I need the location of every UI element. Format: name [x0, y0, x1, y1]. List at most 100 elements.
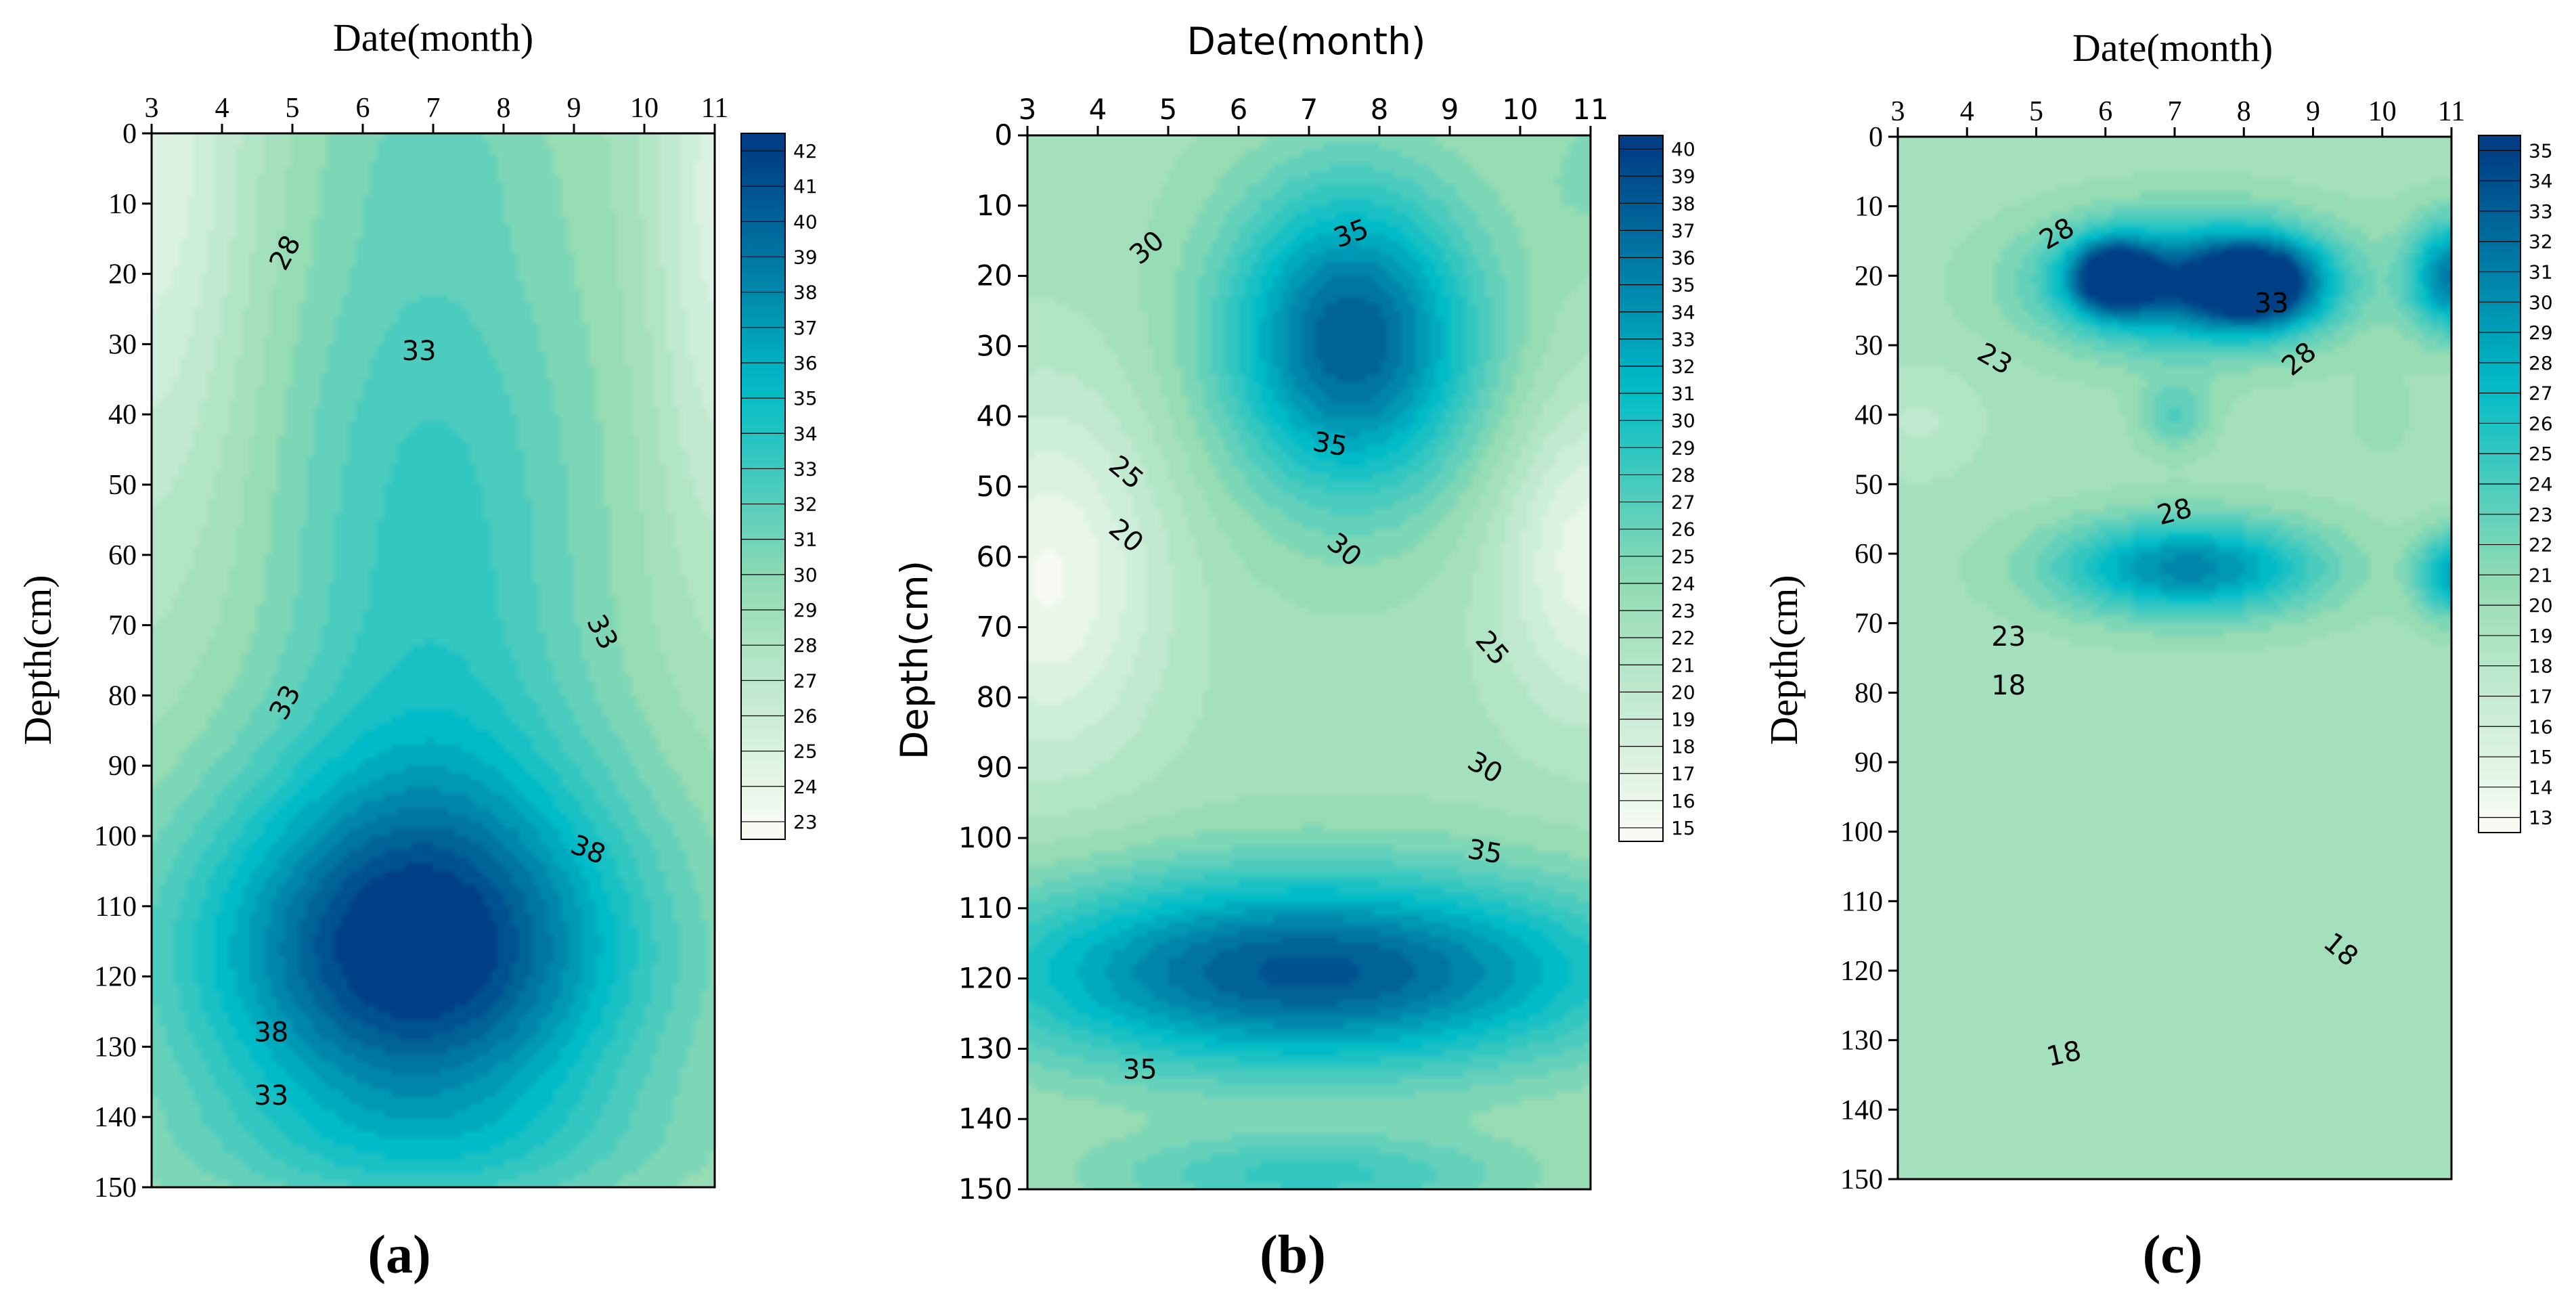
- y-tick-label: 70: [1855, 609, 1883, 640]
- contour-label: 33: [402, 336, 437, 367]
- x-tick-label: 11: [701, 93, 728, 124]
- colorbar-ticks: 42 41 40 39 38 37 36 35 34 33 32 31 30 29 28 27 26 25 24 23: [741, 140, 818, 833]
- y-tick-label: 30: [977, 329, 1013, 362]
- colorbar-tick-label: 16: [1671, 790, 1695, 812]
- panel-c: Date(month) 3 4 5 6 7 8 9 10 11 0102030405060708…: [1762, 26, 2553, 1285]
- x-axis-ticks: 3 4 5 6 7 8 9 10 11: [1019, 93, 1609, 135]
- colorbar-tick-label: 25: [2529, 443, 2553, 465]
- colorbar-tick-label: 24: [1671, 573, 1695, 595]
- y-tick-label: 20: [108, 259, 137, 290]
- y-tick-label: 90: [1855, 747, 1883, 778]
- colorbar-tick-label: 28: [2529, 352, 2553, 374]
- contour-label: 33: [2255, 288, 2289, 319]
- x-axis-title: Date(month): [1187, 20, 1426, 63]
- y-tick-label: 10: [977, 189, 1013, 222]
- colorbar-tick-label: 30: [793, 564, 818, 586]
- colorbar-tick-label: 18: [1671, 736, 1695, 758]
- colorbar-tick-label: 22: [2529, 534, 2553, 556]
- colorbar-tick-label: 16: [2529, 715, 2553, 738]
- colorbar-tick-label: 32: [793, 493, 818, 516]
- y-tick-label: 90: [977, 751, 1013, 784]
- colorbar-tick-label: 35: [2529, 139, 2553, 162]
- x-axis-ticks: 3 4 5 6 7 8 9 10 11: [145, 93, 728, 133]
- contour-label: 18: [2044, 1035, 2084, 1073]
- colorbar: 35 34 33 32 31 30 29 28 27 26 25 24 23 22 21 20 19 18 17 16…: [2478, 135, 2553, 833]
- x-tick-label: 3: [1891, 96, 1905, 127]
- colorbar-tick-label: 31: [2529, 261, 2553, 284]
- y-tick-label: 140: [958, 1102, 1013, 1135]
- x-tick-label: 8: [497, 93, 511, 124]
- x-tick-label: 11: [2438, 96, 2465, 127]
- contour-label: 35: [1123, 1055, 1157, 1086]
- x-tick-label: 6: [1230, 93, 1248, 126]
- y-tick-label: 120: [94, 962, 137, 993]
- colorbar-tick-label: 32: [2529, 231, 2553, 253]
- colorbar-ticks: 35 34 33 32 31 30 29 28 27 26 25 24 23 22 21 20 19 18 17 16…: [2479, 139, 2553, 829]
- colorbar-tick-label: 27: [2529, 382, 2553, 405]
- colorbar-tick-label: 20: [2529, 594, 2553, 617]
- y-tick-label: 0: [123, 118, 137, 150]
- colorbar-tick-label: 34: [2529, 170, 2553, 192]
- y-tick-label: 0: [1869, 122, 1883, 153]
- x-tick-label: 3: [145, 93, 159, 124]
- y-tick-label: 60: [1855, 539, 1883, 570]
- colorbar-tick-label: 30: [1671, 410, 1695, 432]
- y-tick-label: 20: [1855, 261, 1883, 292]
- y-tick-label: 70: [108, 611, 137, 642]
- y-tick-label: 50: [1855, 469, 1883, 500]
- y-tick-label: 150: [958, 1172, 1013, 1206]
- contour-label: 35: [1465, 834, 1505, 870]
- y-tick-label: 40: [108, 399, 137, 430]
- colorbar-tick-label: 20: [1671, 681, 1695, 703]
- colorbar-tick-label: 19: [1671, 708, 1695, 730]
- contour-label: 35: [1310, 426, 1350, 463]
- panel-b: Date(month) 3 4 5 6 7 8 9 10 11 0102030405060708…: [893, 20, 1695, 1285]
- colorbar: 40 39 38 37 36 35 34 33 32 31 30 29 28 27 26 25 24 23 22 21…: [1618, 135, 1695, 842]
- y-tick-label: 50: [977, 470, 1013, 503]
- x-tick-label: 11: [1572, 93, 1608, 126]
- x-tick-label: 5: [1159, 93, 1178, 126]
- y-axis-ticks: 0 10 20 30 40 50 60 70 80 90 100 110 120 130 140 150: [94, 118, 152, 1203]
- colorbar-tick-label: 39: [1671, 165, 1695, 187]
- colorbar-gradient: [1619, 135, 1663, 841]
- colorbar-tick-label: 29: [2529, 322, 2553, 344]
- colorbar-tick-label: 29: [793, 599, 818, 621]
- colorbar-tick-label: 27: [1671, 491, 1695, 514]
- y-tick-label: 100: [958, 821, 1013, 854]
- y-tick-label: 70: [977, 611, 1013, 644]
- heatmap-image: [1898, 137, 2451, 1179]
- colorbar-tick-label: 33: [793, 458, 818, 480]
- x-tick-label: 4: [1960, 96, 1974, 127]
- y-tick-label: 130: [958, 1032, 1013, 1065]
- colorbar-tick-label: 36: [793, 352, 818, 374]
- colorbar-tick-label: 28: [793, 634, 818, 657]
- heatmap-area: [1026, 134, 1592, 1191]
- colorbar-tick-label: 41: [793, 175, 818, 198]
- colorbar-tick-label: 15: [2529, 746, 2553, 768]
- colorbar-tick-label: 35: [1671, 274, 1695, 296]
- colorbar-tick-label: 18: [2529, 655, 2553, 678]
- colorbar-tick-label: 39: [793, 246, 818, 269]
- colorbar-tick-label: 42: [793, 140, 818, 162]
- y-axis-ticks: 0 10 20 30 40 50 60 70 80 90 100 110 120 130 140 150: [1840, 122, 1898, 1195]
- x-tick-label: 6: [2098, 96, 2112, 127]
- x-tick-label: 3: [1019, 93, 1037, 126]
- colorbar-tick-label: 17: [1671, 763, 1695, 785]
- contour-label: 38: [254, 1017, 288, 1048]
- x-tick-label: 7: [426, 93, 441, 124]
- colorbar-tick-label: 32: [1671, 355, 1695, 378]
- y-tick-label: 150: [94, 1172, 137, 1203]
- colorbar-tick-label: 17: [2529, 685, 2553, 707]
- contour-label: 18: [1991, 670, 2026, 701]
- colorbar-tick-label: 27: [793, 669, 818, 692]
- y-tick-label: 10: [1855, 192, 1883, 223]
- x-axis-title: Date(month): [333, 16, 533, 60]
- x-tick-label: 9: [567, 93, 581, 124]
- y-tick-label: 120: [958, 962, 1013, 995]
- colorbar-tick-label: 34: [793, 422, 818, 445]
- x-tick-label: 7: [2168, 96, 2182, 127]
- y-axis-title: Depth(cm): [1762, 575, 1806, 745]
- x-axis-ticks: 3 4 5 6 7 8 9 10 11: [1891, 96, 2465, 137]
- x-tick-label: 10: [2368, 96, 2397, 127]
- heatmap-image: [1027, 135, 1591, 1189]
